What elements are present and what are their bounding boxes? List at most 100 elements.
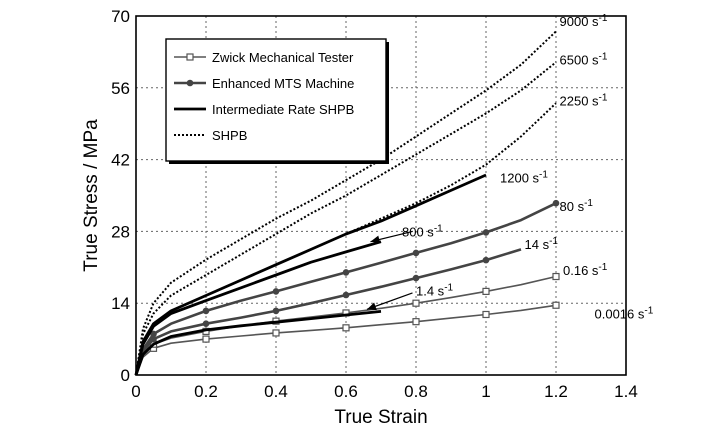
x-axis-label: True Strain: [334, 407, 427, 428]
rate-label-exponent: -1: [549, 236, 558, 247]
rate-label: 2250 s-1: [560, 93, 608, 109]
data-point: [412, 318, 420, 326]
data-point: [552, 199, 560, 207]
rate-label-value: 0.0016 s: [595, 306, 645, 321]
data-point: [272, 307, 280, 315]
x-tick-label: 0.8: [404, 382, 428, 401]
y-axis-label: True Stress / MPa: [81, 119, 102, 272]
x-tick-label: 0: [131, 382, 140, 401]
rate-label-value: 1.4 s: [416, 283, 445, 298]
rate-labels: 0.0016 s-10.16 s-114 s-180 s-11.4 s-1800…: [402, 13, 654, 321]
data-point: [272, 329, 280, 337]
series-5: [134, 240, 382, 376]
data-point: [202, 335, 210, 343]
rate-label-value: 9000 s: [560, 14, 600, 29]
y-tick-label: 42: [111, 151, 130, 170]
rate-label-exponent: -1: [644, 305, 653, 316]
data-point: [272, 288, 280, 295]
legend-label: Enhanced MTS Machine: [212, 76, 354, 91]
legend-label: SHPB: [212, 128, 247, 143]
series-line: [135, 102, 557, 376]
data-point: [482, 256, 490, 264]
rate-label-exponent: -1: [599, 93, 608, 104]
rate-label: 0.16 s-1: [563, 262, 608, 278]
data-point: [150, 330, 157, 338]
x-tick-label: 0.2: [194, 382, 218, 401]
rate-label-exponent: -1: [598, 262, 607, 273]
rate-label-value: 1200 s: [500, 171, 540, 186]
rate-label-value: 6500 s: [560, 53, 600, 68]
series-line: [135, 30, 557, 376]
data-point: [202, 320, 210, 328]
series-line: [134, 310, 382, 376]
legend-box: [165, 38, 387, 162]
series-line: [134, 202, 557, 376]
annotation-arrow-head: [370, 235, 381, 244]
x-tick-label: 1.4: [614, 382, 638, 401]
series-7: [135, 102, 557, 376]
x-tick-label: 0.4: [264, 382, 288, 401]
rate-label-exponent: -1: [539, 170, 548, 181]
data-point: [552, 272, 560, 281]
x-tick-label: 1: [481, 382, 490, 401]
data-point: [412, 299, 420, 307]
rate-label: 1200 s-1: [500, 170, 548, 186]
plot-frame: [135, 15, 627, 376]
y-tick-label: 14: [111, 294, 130, 313]
data-point: [342, 324, 350, 332]
legend-marker: [186, 53, 194, 61]
series-line: [135, 304, 557, 376]
rate-label-exponent: -1: [444, 282, 453, 293]
series-line: [134, 173, 487, 376]
y-tick-labels: 0 14 28 42 56 70: [111, 7, 130, 385]
series-line: [135, 61, 557, 376]
series-9: [135, 30, 557, 376]
legend: Zwick Mechanical Tester Enhanced MTS Mach…: [165, 38, 389, 164]
series-8: [135, 61, 557, 376]
x-tick-label: 1.2: [544, 382, 568, 401]
data-point: [482, 287, 490, 296]
rate-label-exponent: -1: [599, 52, 608, 63]
annotation-arrows: [366, 230, 413, 311]
rate-label-value: 2250 s: [560, 94, 600, 109]
rate-label: 14 s-1: [525, 236, 559, 252]
rate-label-value: 0.16 s: [563, 263, 599, 278]
data-point: [412, 249, 420, 257]
series-2: [134, 248, 522, 376]
data-point: [412, 274, 420, 282]
legend-marker: [186, 79, 194, 87]
legend-label: Intermediate Rate SHPB: [212, 102, 354, 117]
rate-label: 9000 s-1: [560, 13, 608, 29]
rate-label: 6500 s-1: [560, 52, 608, 68]
series-4: [134, 310, 382, 376]
rate-label-value: 800 s: [402, 224, 434, 239]
data-point: [482, 310, 490, 319]
rate-label-exponent: -1: [599, 13, 608, 24]
y-tick-label: 0: [121, 366, 130, 385]
y-tick-label: 56: [111, 79, 130, 98]
data-point: [342, 269, 350, 276]
series-line: [134, 240, 382, 376]
series-0: [135, 301, 560, 376]
y-tick-label: 70: [111, 7, 130, 26]
legend-label: Zwick Mechanical Tester: [212, 50, 354, 65]
x-tick-label: 0.6: [334, 382, 358, 401]
rate-label: 0.0016 s-1: [595, 305, 654, 321]
rate-label-value: 14 s: [525, 237, 550, 252]
data-point: [342, 291, 350, 299]
data-point: [482, 229, 490, 236]
rate-label: 80 s-1: [560, 198, 594, 214]
rate-label: 800 s-1: [402, 223, 443, 239]
y-tick-label: 28: [111, 222, 130, 241]
rate-label: 1.4 s-1: [416, 282, 454, 298]
series-3: [134, 199, 560, 376]
data-point: [552, 301, 560, 309]
rate-label-exponent: -1: [584, 198, 593, 209]
x-tick-labels: 0 0.2 0.4 0.6 0.8 1 1.2 1.4: [131, 382, 638, 401]
data-point: [202, 307, 210, 315]
rate-label-value: 80 s: [560, 199, 585, 214]
data-series: [134, 30, 560, 376]
rate-label-exponent: -1: [434, 223, 443, 234]
series-6: [134, 173, 487, 376]
